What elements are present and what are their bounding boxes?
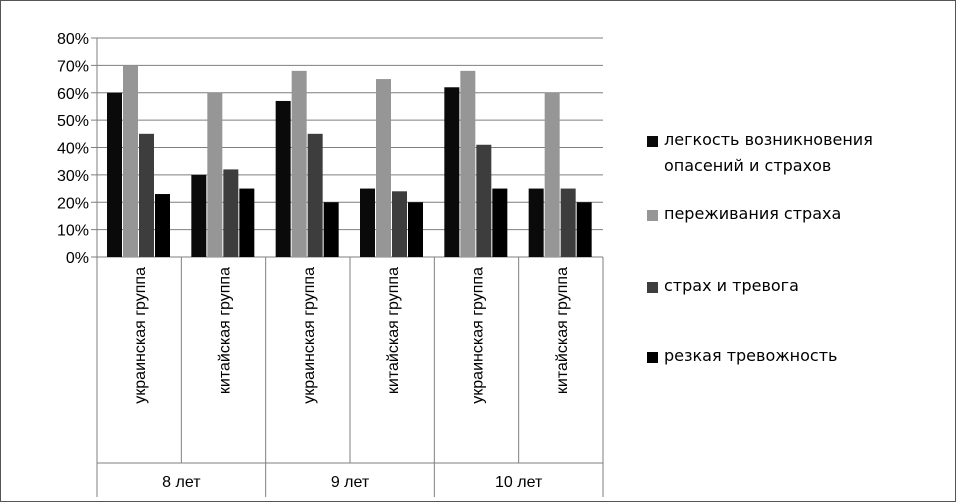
legend-label-4: резкая тревожность — [664, 346, 838, 365]
bar-3-4 — [392, 191, 407, 257]
y-tick-label: 80% — [57, 31, 89, 48]
y-tick-label: 70% — [57, 58, 89, 75]
y-tick-label: 60% — [57, 86, 89, 103]
category-label: китайская группа — [554, 267, 571, 394]
legend-label-2: переживания страха — [664, 204, 842, 223]
bar-1-6 — [528, 188, 544, 257]
y-tick-label: 10% — [57, 223, 89, 240]
category-label: украинская группа — [301, 267, 318, 404]
legend-label-3: страх и тревога — [664, 276, 799, 295]
bar-1-2 — [191, 174, 207, 257]
group-label: 9 лет — [331, 474, 370, 491]
bar-3-2 — [223, 169, 239, 257]
group-label: 10 лет — [495, 474, 543, 491]
bar-3-1 — [139, 133, 154, 257]
bar-3-5 — [476, 144, 492, 257]
category-label: украинская группа — [132, 267, 149, 404]
bar-1-4 — [360, 188, 375, 257]
category-label: украинская группа — [470, 267, 487, 404]
bar-2-5 — [460, 70, 476, 257]
bar-2-6 — [544, 92, 560, 257]
bar-1-3 — [275, 100, 291, 258]
legend-item-3: страх и тревога — [647, 276, 799, 299]
y-tick-label: 0% — [66, 250, 89, 267]
legend-swatch-1 — [647, 136, 658, 147]
bar-4-6 — [576, 202, 592, 257]
legend-swatch-4 — [647, 352, 658, 363]
legend-item-4: резкая тревожность — [647, 346, 837, 369]
bar-2-2 — [207, 92, 223, 257]
bar-3-3 — [307, 133, 323, 257]
bar-2-3 — [291, 70, 307, 257]
y-tick-label: 50% — [57, 113, 89, 130]
bar-1-5 — [444, 87, 460, 258]
bar-4-5 — [492, 188, 508, 257]
group-label: 8 лет — [162, 474, 201, 491]
y-tick-label: 30% — [57, 168, 89, 185]
bar-4-4 — [408, 202, 423, 257]
legend-swatch-2 — [647, 210, 658, 221]
y-tick-label: 20% — [57, 195, 89, 212]
category-label: китайская группа — [217, 267, 234, 394]
legend-item-1: легкость возникновения опасений и страхо… — [647, 130, 947, 179]
legend-label-1: легкость возникновения опасений и страхо… — [664, 130, 873, 175]
legend-item-2: переживания страха — [647, 204, 841, 227]
bar-2-4 — [376, 79, 391, 257]
category-label: китайская группа — [385, 267, 402, 394]
bar-4-3 — [323, 202, 339, 257]
bar-4-2 — [239, 188, 255, 257]
y-tick-label: 40% — [57, 141, 89, 158]
bar-1-1 — [107, 92, 122, 257]
bar-4-1 — [155, 194, 170, 257]
legend-swatch-3 — [647, 282, 658, 293]
bar-3-6 — [560, 188, 576, 257]
bar-2-1 — [123, 65, 138, 257]
